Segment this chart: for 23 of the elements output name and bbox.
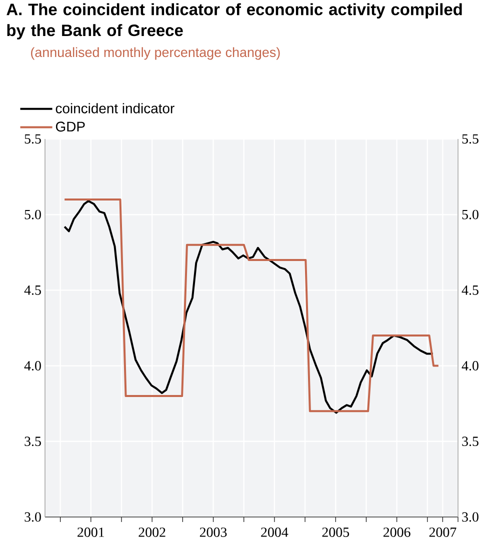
y2-tick-label: 3.0 [462,512,478,522]
x-tick-label: 2002 [138,528,166,537]
y-tick-label: 4.0 [24,361,41,371]
y-tick-label: 4.5 [24,286,41,295]
chart-title: A. The coincident indicator of economic activity compiled by the Bank of Greece [6,3,462,40]
y2-tick-label: 4.5 [462,286,478,295]
x-tick-label: 2004 [261,528,288,537]
y2-tick-label: 5.0 [462,210,478,220]
x-tick-label: 2005 [322,528,350,537]
x-tick-label: 2007 [429,528,456,537]
x-tick-label: 2001 [78,528,104,537]
chart-subtitle: (annualised monthly percentage changes) [31,47,280,60]
y-tick-label: 5.5 [24,134,41,144]
y2-tick-label: 5.5 [462,134,478,144]
y-tick-label: 5.0 [24,210,41,220]
x-tick-label: 2006 [383,528,410,537]
legend-label: GDP [56,122,85,132]
y2-tick-label: 3.5 [462,436,478,446]
x-tick-label: 2003 [200,528,227,537]
y2-tick-label: 4.0 [462,361,478,371]
y-tick-label: 3.0 [24,512,41,522]
legend-label: coincident indicator [56,103,174,114]
y-tick-label: 3.5 [24,436,41,446]
